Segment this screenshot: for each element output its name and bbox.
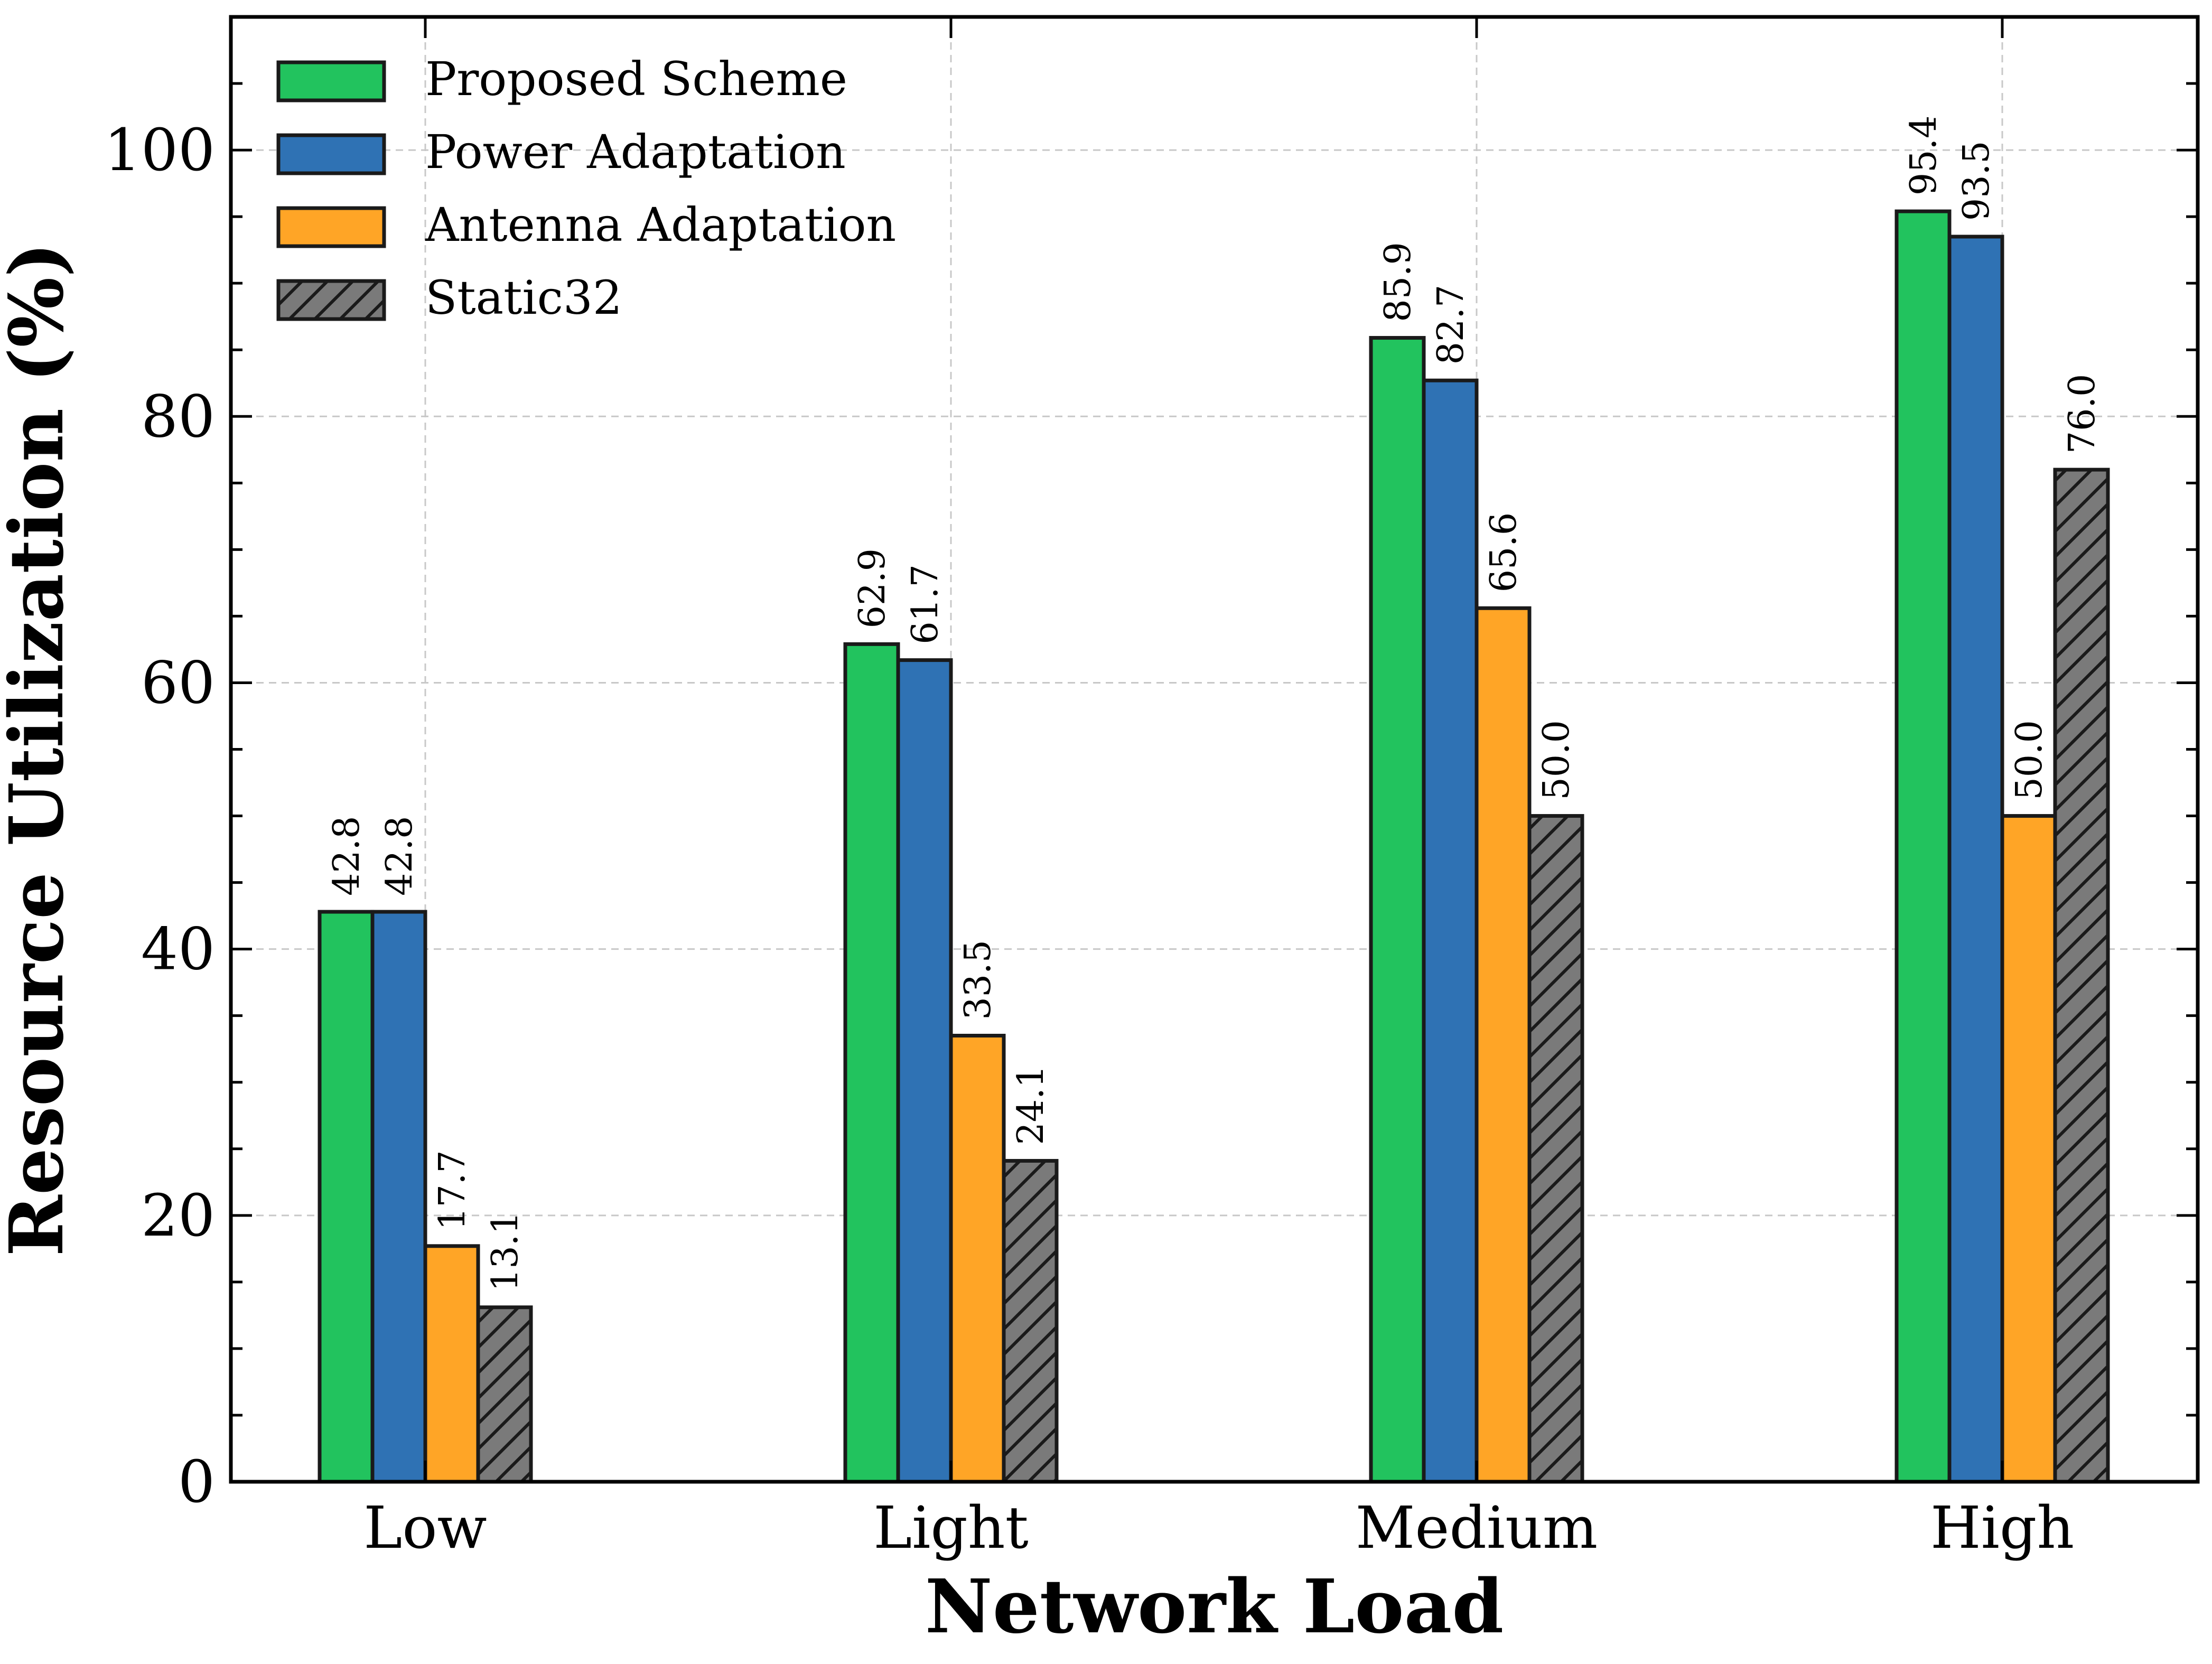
bar-power-adaptation-medium — [1422, 378, 1479, 1484]
x-tick-label: Light — [873, 1494, 1029, 1562]
value-label-proposed-scheme-medium: 85.9 — [1377, 242, 1419, 322]
value-label-proposed-scheme-low: 42.8 — [326, 816, 368, 896]
x-tick-label: High — [1930, 1494, 2074, 1562]
bar-static32-low — [476, 1305, 533, 1484]
value-label-static32-high: 76.0 — [2061, 374, 2103, 454]
value-label-power-adaptation-light: 61.7 — [904, 564, 946, 644]
legend-swatch-static32 — [276, 279, 386, 321]
value-labels-group: 42.8 62.9 85.9 95.4 42.8 61.7 82.7 93.5 17.7 33.5… — [326, 116, 2103, 1292]
y-tick-label: 40 — [141, 915, 215, 983]
value-label-power-adaptation-high: 93.5 — [1956, 141, 1998, 221]
value-label-antenna-adaptation-high: 50.0 — [2009, 720, 2050, 800]
value-label-antenna-adaptation-low: 17.7 — [432, 1150, 473, 1230]
bar-power-adaptation-light — [896, 658, 953, 1484]
value-label-proposed-scheme-high: 95.4 — [1903, 116, 1945, 195]
value-label-static32-low: 13.1 — [484, 1211, 526, 1291]
value-label-antenna-adaptation-medium: 65.6 — [1483, 512, 1525, 592]
legend-label-proposed-scheme: Proposed Scheme — [425, 52, 847, 106]
x-tick-label: Medium — [1356, 1494, 1598, 1562]
legend-swatch-proposed-scheme — [276, 60, 386, 102]
bar-antenna-adaptation-medium — [1474, 606, 1532, 1484]
bar-proposed-scheme-medium — [1369, 336, 1426, 1484]
bar-proposed-scheme-high — [1894, 209, 1952, 1484]
bar-proposed-scheme-light — [843, 642, 900, 1484]
axes-group: 0 20 40 60 80 100 Low Light Medium High — [104, 15, 2200, 1562]
bar-antenna-adaptation-light — [949, 1033, 1006, 1484]
x-tick-label: Low — [363, 1494, 487, 1562]
value-label-antenna-adaptation-light: 33.5 — [957, 940, 999, 1020]
bar-static32-medium — [1527, 814, 1584, 1484]
value-label-static32-medium: 50.0 — [1536, 720, 1578, 800]
legend-label-static32: Static32 — [425, 270, 622, 325]
bar-static32-high — [2053, 468, 2110, 1484]
legend-swatch-antenna-adaptation — [276, 206, 386, 248]
bars-group — [318, 209, 2110, 1484]
bar-antenna-adaptation-high — [2000, 814, 2057, 1484]
y-tick-label: 100 — [104, 116, 215, 184]
bar-power-adaptation-high — [1947, 235, 2004, 1484]
legend-swatch-power-adaptation — [276, 133, 386, 175]
bar-static32-light — [1002, 1158, 1059, 1484]
bar-power-adaptation-low — [370, 910, 427, 1484]
bar-proposed-scheme-low — [318, 910, 375, 1484]
y-axis-title: Resource Utilization (%) — [0, 242, 80, 1256]
y-tick-label: 80 — [141, 382, 215, 450]
x-axis-title: Network Load — [925, 1564, 1504, 1650]
legend-label-power-adaptation: Power Adaptation — [425, 125, 846, 179]
value-label-power-adaptation-low: 42.8 — [379, 816, 421, 896]
y-tick-label: 60 — [141, 649, 215, 716]
y-tick-label: 20 — [141, 1182, 215, 1249]
value-label-proposed-scheme-light: 62.9 — [852, 548, 893, 628]
bar-antenna-adaptation-low — [423, 1244, 480, 1484]
legend: Proposed Scheme Power Adaptation Antenna A… — [276, 52, 896, 325]
y-tick-label: 0 — [178, 1448, 215, 1516]
value-label-static32-light: 24.1 — [1010, 1065, 1052, 1145]
value-label-power-adaptation-medium: 82.7 — [1430, 285, 1472, 364]
legend-label-antenna-adaptation: Antenna Adaptation — [425, 198, 896, 252]
